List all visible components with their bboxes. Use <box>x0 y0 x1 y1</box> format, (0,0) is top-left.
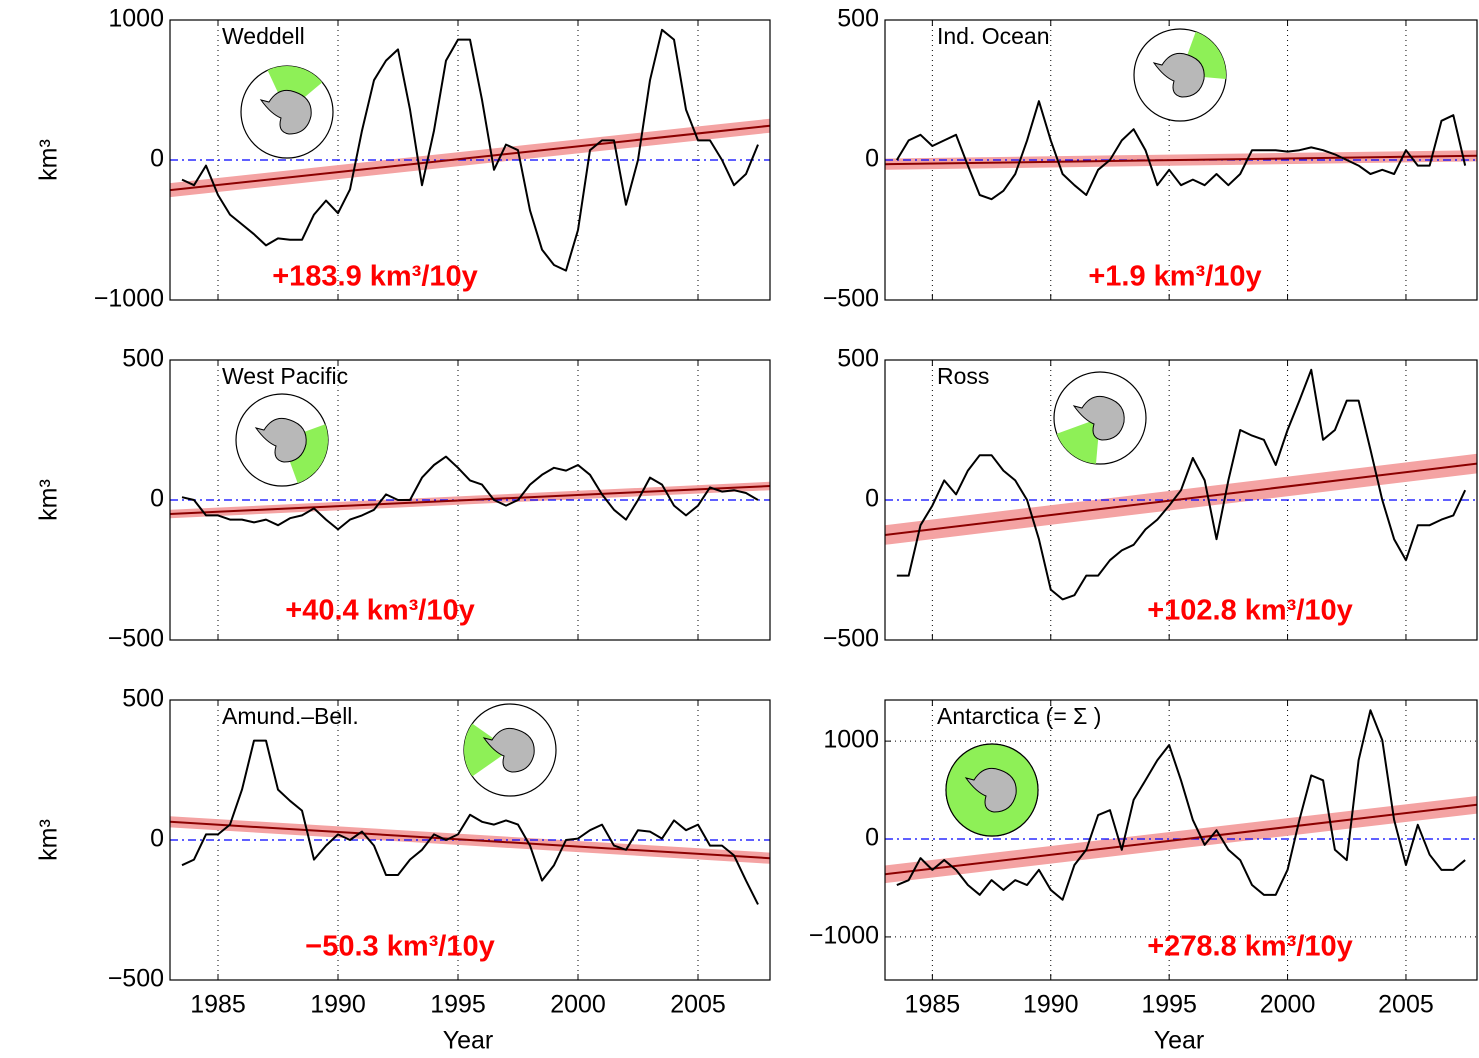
panel-title: Amund.–Bell. <box>222 703 359 729</box>
y-tick-label: 0 <box>150 485 164 513</box>
panel: −500 0 500 Ross +102.8 km³/10y <box>823 345 1478 653</box>
x-tick-label: 1990 <box>310 991 366 1019</box>
y-tick-label: −500 <box>823 625 879 653</box>
x-tick-label: 1985 <box>190 991 246 1019</box>
inset-continent <box>259 89 312 135</box>
panel-title: Ross <box>937 363 989 389</box>
x-axis-label: Year <box>1154 1027 1205 1055</box>
data-line <box>896 709 1466 901</box>
y-tick-label: 0 <box>865 485 879 513</box>
inset-continent <box>482 727 535 773</box>
y-tick-label: 0 <box>865 824 879 852</box>
x-tick-label: 2005 <box>1378 991 1434 1019</box>
y-axis-label: km³ <box>35 139 63 181</box>
x-tick-label: 2005 <box>670 991 726 1019</box>
inset-continent <box>964 767 1017 813</box>
y-axis-label: km³ <box>35 819 63 861</box>
trend-line <box>170 485 770 515</box>
plot-content <box>170 455 770 531</box>
panel: −500 0 500 West Pacific +40.4 km³/10y km³ <box>35 345 771 653</box>
plot-frame <box>884 699 1478 981</box>
y-tick-label: −1000 <box>809 922 879 950</box>
data-line <box>896 368 1467 601</box>
y-tick-label: 1000 <box>108 5 164 33</box>
data-line <box>181 28 759 272</box>
plot-frame <box>169 699 771 981</box>
plot-content <box>885 100 1477 201</box>
x-tick-label: 2000 <box>550 991 606 1019</box>
trend-line <box>170 820 770 860</box>
plot-content <box>170 28 770 272</box>
inset-sector <box>464 723 510 777</box>
inset-sector <box>267 66 323 112</box>
panel: −500 0 500 Ind. Ocean +1.9 km³/10y <box>823 5 1478 313</box>
panel-title: Weddell <box>222 23 305 49</box>
y-tick-label: −500 <box>108 965 164 993</box>
plot-frame <box>169 359 771 641</box>
y-tick-label: −1000 <box>94 285 164 313</box>
panel: 1985 1990 1995 2000 2005 −1000 0 1000 Antarctica… <box>809 699 1478 1055</box>
panel-title: West Pacific <box>222 363 348 389</box>
plot-content <box>170 739 770 905</box>
trend-annotation: +40.4 km³/10y <box>285 595 474 627</box>
plot-content <box>885 368 1477 601</box>
x-tick-label: 1985 <box>905 991 961 1019</box>
y-tick-label: 0 <box>150 825 164 853</box>
y-tick-label: 500 <box>837 5 879 33</box>
inset-sector <box>1056 418 1100 464</box>
x-tick-label: 1995 <box>1141 991 1197 1019</box>
trend-annotation: +278.8 km³/10y <box>1147 931 1353 963</box>
trend-line <box>170 124 770 192</box>
trend-line <box>885 462 1477 536</box>
trend-annotation: +1.9 km³/10y <box>1088 261 1261 293</box>
inset-continent <box>254 417 307 463</box>
panel: 1985 1990 1995 2000 2005 −500 0 500 Amund.–Bell.… <box>35 685 771 1055</box>
plot-frame <box>169 19 771 301</box>
x-tick-label: 1990 <box>1023 991 1079 1019</box>
data-line <box>181 739 759 905</box>
trend-line <box>885 154 1477 166</box>
y-tick-label: 500 <box>122 685 164 713</box>
y-axis-label: km³ <box>35 479 63 521</box>
inset-continent <box>1072 395 1125 441</box>
y-tick-label: −500 <box>108 625 164 653</box>
trend-annotation: +183.9 km³/10y <box>272 261 478 293</box>
plot-frame <box>884 359 1478 641</box>
y-tick-label: 500 <box>837 345 879 373</box>
x-tick-label: 1995 <box>430 991 486 1019</box>
panel: −1000 0 1000 Weddell +183.9 km³/10y km³ <box>35 5 771 313</box>
x-axis-label: Year <box>443 1027 494 1055</box>
y-tick-label: 0 <box>150 145 164 173</box>
plot-frame <box>884 19 1478 301</box>
inset-continent <box>1152 52 1205 98</box>
data-line <box>181 455 759 531</box>
x-tick-label: 2000 <box>1260 991 1316 1019</box>
trend-annotation: +102.8 km³/10y <box>1147 595 1353 627</box>
panel-title: Ind. Ocean <box>937 23 1050 49</box>
data-line <box>895 100 1467 201</box>
trend-line <box>885 803 1477 876</box>
plot-content <box>885 709 1477 901</box>
trend-annotation: −50.3 km³/10y <box>305 931 494 963</box>
y-tick-label: 1000 <box>823 726 879 754</box>
y-tick-label: −500 <box>823 285 879 313</box>
y-tick-label: 500 <box>122 345 164 373</box>
y-tick-label: 0 <box>865 145 879 173</box>
panel-title: Antarctica (= Σ ) <box>937 703 1101 729</box>
